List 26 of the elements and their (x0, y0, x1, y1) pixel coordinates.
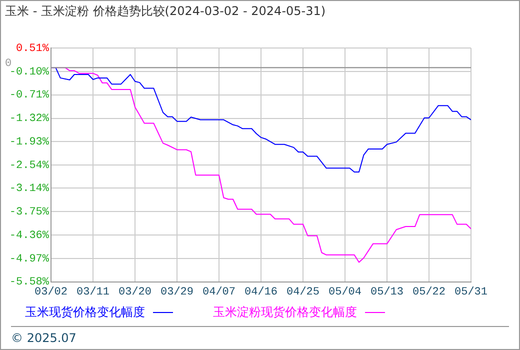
legend-label: 玉米淀粉现货价格变化幅度 (213, 304, 358, 321)
y-tick-label: -4.97% (9, 253, 50, 266)
y-tick-label: -0.71% (9, 90, 50, 102)
x-tick-label: 05/22 (412, 286, 446, 298)
y-tick-label: -1.32% (9, 113, 50, 126)
x-tick-label: 05/31 (454, 286, 488, 298)
chart-title: 玉米 - 玉米淀粉 价格趋势比较(2024-03-02 - 2024-05-31) (5, 3, 326, 20)
y-tick-label: -3.14% (9, 183, 50, 196)
y-tick-label: -0.10% (9, 66, 50, 78)
x-tick-label: 05/04 (328, 286, 362, 298)
x-tick-label: 03/20 (118, 286, 152, 298)
x-tick-label: 03/02 (34, 286, 68, 298)
x-tick-label: 05/13 (370, 286, 404, 298)
legend-label: 玉米现货价格变化幅度 (25, 304, 146, 321)
x-tick-label: 03/29 (160, 286, 194, 298)
ref-line-label: 0 (5, 58, 12, 70)
text: © 2025.07 (11, 326, 509, 345)
y-tick-label: -3.75% (9, 206, 50, 218)
y-tick-label: -1.93% (9, 136, 50, 149)
y-tick-label: -4.36% (9, 230, 50, 242)
x-tick-label: 04/07 (202, 286, 236, 298)
x-tick-label: 03/11 (76, 286, 110, 298)
y-tick-label: -2.54% (9, 160, 50, 172)
y-tick-label: 0.51% (16, 42, 50, 55)
x-tick-label: 04/25 (286, 286, 320, 298)
x-tick-label: 04/16 (244, 286, 278, 298)
